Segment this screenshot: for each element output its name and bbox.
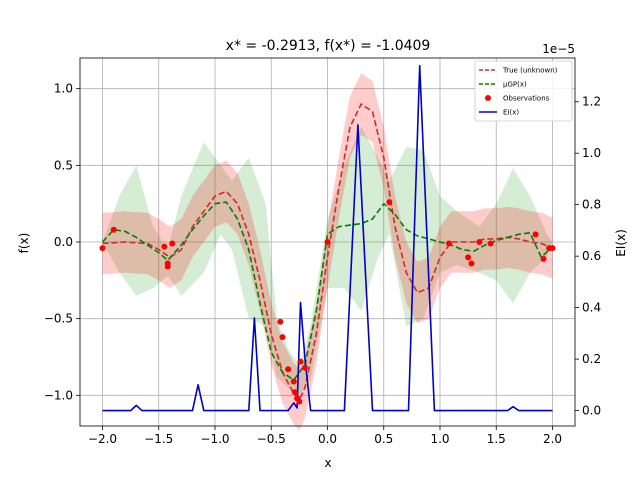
legend-label: μGP(x) (503, 81, 527, 89)
observation-point (277, 318, 284, 325)
observation-point (487, 240, 494, 247)
observation-point (386, 199, 393, 206)
observation-point (324, 239, 331, 245)
x-tick-label: −2.0 (88, 432, 117, 446)
y2-tick-label: 1.2 (582, 95, 601, 109)
y-axis-label: f(x) (17, 233, 31, 254)
y2-axis-label: EI(x) (614, 229, 628, 257)
y-tick-label: 0.5 (54, 158, 73, 172)
observation-point (291, 389, 298, 396)
x-tick-label: −1.5 (144, 432, 173, 446)
true-confidence-band (102, 73, 553, 431)
legend-box (474, 60, 573, 122)
legend-label: Observations (503, 95, 550, 103)
y-tick-label: 0.0 (54, 235, 73, 249)
observation-point (164, 263, 171, 270)
y2-offset-text: 1e−5 (542, 42, 575, 56)
y-tick-label: −0.5 (44, 312, 73, 326)
observation-point (476, 239, 483, 245)
observation-point (468, 260, 475, 267)
x-tick-label: −0.5 (257, 432, 286, 446)
observation-point (532, 231, 539, 238)
x-axis-label: x (324, 456, 331, 470)
observation-point (279, 334, 286, 341)
observation-point (302, 364, 308, 371)
x-tick-label: 1.0 (430, 432, 449, 446)
y-tick-label: −1.0 (44, 388, 73, 402)
observation-point (110, 226, 117, 233)
x-tick-label: −1.0 (200, 432, 229, 446)
y2-tick-label: 0.6 (582, 249, 601, 263)
axes: −2.0 −1.5 −1.0 −0.5 0.0 0.5 1.0 1.5 2.0 −1.0 −0.5 0… (44, 57, 601, 446)
chart-title: x* = -0.2913, f(x*) = -1.0409 (226, 38, 431, 54)
legend-label: EI(x) (503, 109, 519, 117)
legend-marker (485, 95, 491, 101)
gp-mean-line (101, 201, 554, 381)
y2-tick-label: 0.0 (582, 404, 601, 418)
y2-tick-label: 0.8 (582, 198, 601, 212)
legend-label: True (unknown) (502, 67, 558, 75)
observation-point (297, 358, 304, 365)
observation-point (549, 245, 556, 252)
x-tick-label: 2.0 (543, 432, 562, 446)
observation-point (161, 243, 168, 250)
legend: True (unknown) μGP(x) Observations EI(x) (474, 60, 573, 122)
observation-point (285, 366, 292, 373)
x-tick-label: 0.0 (318, 432, 337, 446)
ei-line (102, 64, 553, 412)
y2-tick-label: 1.0 (582, 146, 601, 160)
observation-point (540, 255, 547, 262)
y2-tick-label: 0.2 (582, 352, 601, 366)
observation-point (296, 398, 303, 405)
y2-tick-label: 0.4 (582, 301, 601, 315)
observation-point (446, 240, 452, 247)
y-tick-label: 1.0 (54, 82, 73, 96)
observation-point (465, 254, 472, 261)
x-tick-label: 0.5 (374, 432, 393, 446)
x-tick-label: 1.5 (487, 432, 506, 446)
observation-point (169, 240, 176, 247)
observation-point (290, 378, 297, 385)
observation-point (99, 245, 106, 252)
